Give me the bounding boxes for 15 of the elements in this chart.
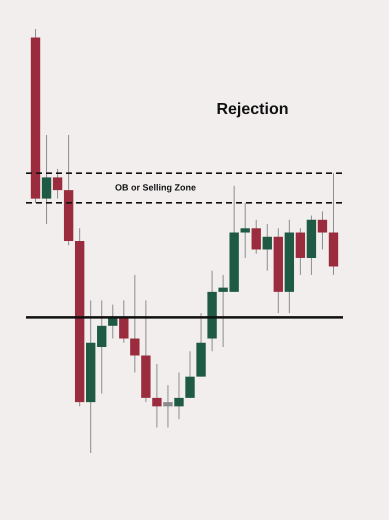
candlestick — [130, 274, 140, 373]
candlestick — [318, 210, 328, 250]
candlestick — [262, 224, 272, 272]
annotation: OB or Selling Zone — [115, 182, 196, 192]
candlestick — [119, 300, 128, 344]
candlestick — [108, 304, 118, 340]
candlestick — [52, 168, 62, 200]
candlestick — [152, 363, 162, 428]
candlestick — [174, 372, 184, 420]
candlestick — [240, 202, 250, 258]
candlestick — [252, 219, 261, 254]
candlestick — [163, 384, 173, 428]
annotation: Rejection — [216, 101, 288, 118]
candlestick — [42, 134, 52, 225]
candlestick — [185, 350, 195, 398]
